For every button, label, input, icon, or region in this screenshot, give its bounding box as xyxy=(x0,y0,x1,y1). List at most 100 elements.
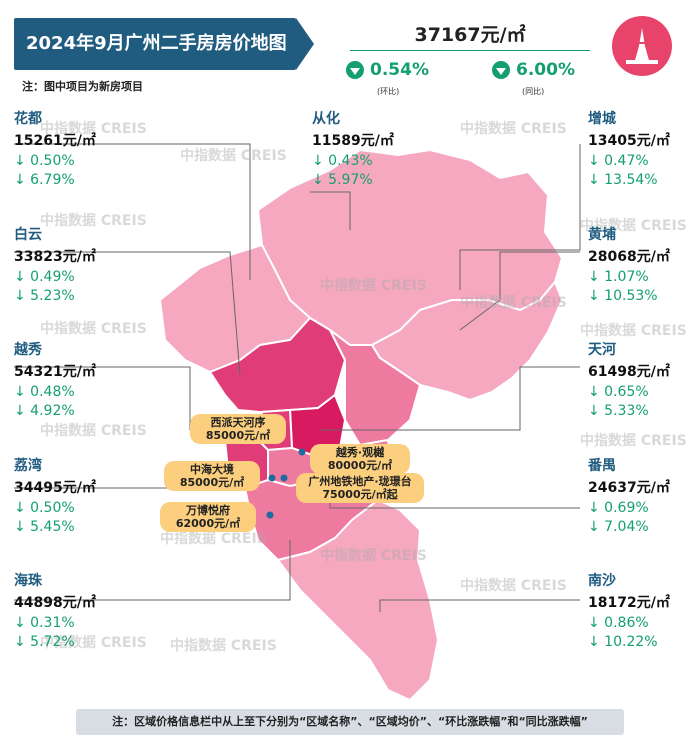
district-mom: ↓ 0.50% xyxy=(14,500,75,516)
watermark: 中指数据 CREIS xyxy=(40,423,147,439)
project-tag: 中海大境 85000元/㎡ xyxy=(164,461,260,491)
watermark: 中指数据 CREIS xyxy=(160,531,267,547)
district-name: 海珠 xyxy=(14,573,42,589)
watermark: 中指数据 CREIS xyxy=(580,218,687,234)
district-name: 番禺 xyxy=(588,458,616,474)
district-yoy: ↓ 6.79% xyxy=(14,172,75,188)
district-yoy: ↓ 5.72% xyxy=(14,634,75,650)
district-price: 54321元/㎡ xyxy=(14,364,96,380)
watermark: 中指数据 CREIS xyxy=(460,295,567,311)
project-dot xyxy=(280,474,288,482)
project-tag: 西派天河序 85000元/㎡ xyxy=(190,414,286,444)
project-price: 80000元/㎡ xyxy=(327,459,393,472)
project-price: 75000元/㎡起 xyxy=(322,488,398,501)
title-arrow xyxy=(296,18,314,70)
district-yuexiu: 越秀 54321元/㎡ ↓ 0.48% ↓ 4.92% xyxy=(14,339,96,419)
watermark: 中指数据 CREIS xyxy=(180,148,287,164)
district-price: 13405元/㎡ xyxy=(588,133,670,149)
district-yoy: ↓ 5.23% xyxy=(14,288,75,304)
district-yoy: ↓ 7.04% xyxy=(588,519,649,535)
district-mom: ↓ 0.47% xyxy=(588,153,649,169)
district-tianhe: 天河 61498元/㎡ ↓ 0.65% ↓ 5.33% xyxy=(588,339,670,419)
project-tag: 越秀·观樾 80000元/㎡ xyxy=(310,444,410,474)
project-tag: 广州地铁地产·珑璟台 75000元/㎡起 xyxy=(296,473,424,503)
watermark: 中指数据 CREIS xyxy=(580,323,687,339)
district-baiyun: 白云 33823元/㎡ ↓ 0.49% ↓ 5.23% xyxy=(14,224,96,304)
district-mom: ↓ 1.07% xyxy=(588,269,649,285)
district-mom: ↓ 0.65% xyxy=(588,384,649,400)
district-name: 花都 xyxy=(14,111,42,127)
region-baiyun xyxy=(208,316,347,414)
down-arrow-icon xyxy=(346,61,364,79)
note: 注：图中项目为新房项目 xyxy=(22,80,143,93)
region-nansha xyxy=(276,498,440,702)
down-arrow-icon xyxy=(492,61,510,79)
district-huadu: 花都 15261元/㎡ ↓ 0.50% ↓ 6.79% xyxy=(14,108,96,188)
district-name: 南沙 xyxy=(588,573,616,589)
district-mom: ↓ 0.48% xyxy=(14,384,75,400)
project-price: 85000元/㎡ xyxy=(205,429,271,442)
district-nansha: 南沙 18172元/㎡ ↓ 0.86% ↓ 10.22% xyxy=(588,570,670,650)
city-yoy-label: (同比) xyxy=(522,87,545,96)
project-dot xyxy=(266,511,274,519)
district-yoy: ↓ 13.54% xyxy=(588,172,658,188)
city-yoy-value: 6.00% xyxy=(516,60,575,80)
city-yoy: 6.00% xyxy=(492,60,575,80)
district-haizhu: 海珠 44898元/㎡ ↓ 0.31% ↓ 5.72% xyxy=(14,570,96,650)
watermark: 中指数据 CREIS xyxy=(40,121,147,137)
district-yoy: ↓ 5.97% xyxy=(312,172,373,188)
district-huangpu: 黄埔 28068元/㎡ ↓ 1.07% ↓ 10.53% xyxy=(588,224,670,304)
district-price: 61498元/㎡ xyxy=(588,364,670,380)
district-liwan: 荔湾 34495元/㎡ ↓ 0.50% ↓ 5.45% xyxy=(14,455,96,535)
district-mom: ↓ 0.86% xyxy=(588,615,649,631)
district-price: 18172元/㎡ xyxy=(588,595,670,611)
city-mom-label: (环比) xyxy=(377,87,400,96)
district-mom: ↓ 0.31% xyxy=(14,615,75,631)
project-name: 中海大境 xyxy=(190,463,234,476)
district-yoy: ↓ 4.92% xyxy=(14,403,75,419)
title-banner: 2024年9月广州二手房房价地图 xyxy=(14,18,314,70)
city-avg-price: 37167元/㎡ xyxy=(414,24,526,46)
district-zengcheng: 增城 13405元/㎡ ↓ 0.47% ↓ 13.54% xyxy=(588,108,670,188)
district-mom: ↓ 0.50% xyxy=(14,153,75,169)
watermark: 中指数据 CREIS xyxy=(40,213,147,229)
footer-note: 注：区域价格信息栏中从上至下分别为“区域名称”、“区域均价”、“环比涨跌幅”和“… xyxy=(76,709,624,735)
watermark: 中指数据 CREIS xyxy=(40,635,147,651)
district-price: 28068元/㎡ xyxy=(588,249,670,265)
district-yoy: ↓ 10.22% xyxy=(588,634,658,650)
district-price: 24637元/㎡ xyxy=(588,480,670,496)
project-name: 万博悦府 xyxy=(186,504,230,517)
project-dot xyxy=(268,474,276,482)
city-mom: 0.54% xyxy=(346,60,429,80)
project-price: 85000元/㎡ xyxy=(179,476,245,489)
project-dot xyxy=(298,448,306,456)
district-yoy: ↓ 5.45% xyxy=(14,519,75,535)
watermark: 中指数据 CREIS xyxy=(460,578,567,594)
project-tag: 万博悦府 62000元/㎡ xyxy=(160,502,256,532)
district-name: 越秀 xyxy=(14,342,42,358)
district-conghua: 从化 11589元/㎡ ↓ 0.43% ↓ 5.97% xyxy=(312,108,394,188)
district-price: 33823元/㎡ xyxy=(14,249,96,265)
watermark: 中指数据 CREIS xyxy=(170,638,277,654)
page-title: 2024年9月广州二手房房价地图 xyxy=(26,33,287,54)
city-mom-value: 0.54% xyxy=(370,60,429,80)
district-name: 荔湾 xyxy=(14,458,42,474)
project-name: 西派天河序 xyxy=(210,416,266,429)
watermark: 中指数据 CREIS xyxy=(320,278,427,294)
district-mom: ↓ 0.69% xyxy=(588,500,649,516)
district-price: 11589元/㎡ xyxy=(312,133,394,149)
district-mom: ↓ 0.49% xyxy=(14,269,75,285)
watermark: 中指数据 CREIS xyxy=(320,548,427,564)
watermark: 中指数据 CREIS xyxy=(40,321,147,337)
district-name: 白云 xyxy=(14,227,42,243)
watermark: 中指数据 CREIS xyxy=(460,121,567,137)
divider xyxy=(350,50,590,51)
project-price: 62000元/㎡ xyxy=(175,517,241,530)
district-name: 黄埔 xyxy=(588,227,616,243)
district-panyu: 番禺 24637元/㎡ ↓ 0.69% ↓ 7.04% xyxy=(588,455,670,535)
tower-logo-icon xyxy=(612,16,672,76)
district-yoy: ↓ 5.33% xyxy=(588,403,649,419)
district-price: 15261元/㎡ xyxy=(14,133,96,149)
district-name: 增城 xyxy=(588,111,616,127)
project-name: 越秀·观樾 xyxy=(335,446,385,459)
